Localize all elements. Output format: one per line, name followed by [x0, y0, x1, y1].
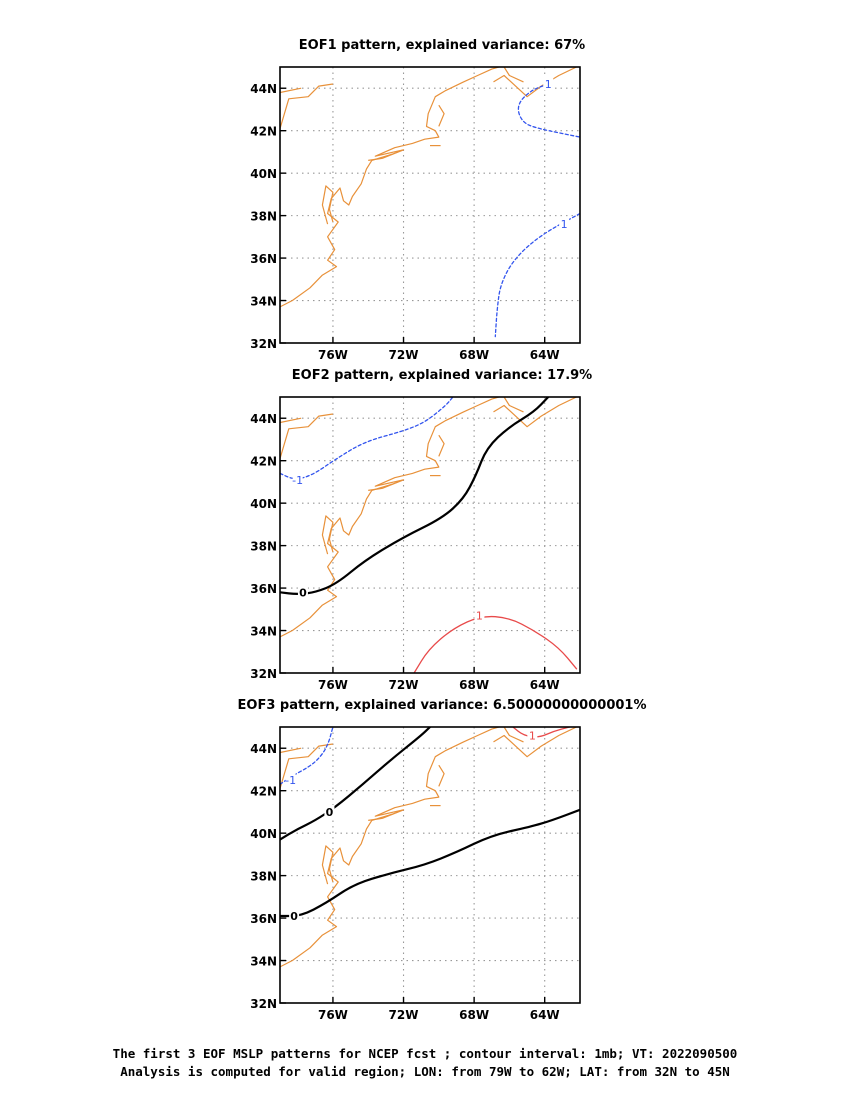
- coastline: [368, 479, 404, 491]
- contour-line: [512, 727, 571, 738]
- panel-frame: [279, 726, 581, 1004]
- contour-label: 1: [561, 218, 568, 231]
- y-tick-label: 42N: [250, 455, 277, 469]
- caption-line-2: Analysis is computed for valid region; L…: [120, 1064, 730, 1079]
- x-tick-label: 64W: [530, 678, 560, 692]
- coastline: [321, 185, 334, 225]
- coastline: [280, 413, 333, 459]
- coastline: [280, 747, 302, 754]
- contour-line: [517, 83, 580, 138]
- x-tick-label: 76W: [318, 678, 348, 692]
- contour-label: 0: [299, 586, 307, 599]
- x-tick-label: 72W: [389, 348, 419, 362]
- coastline: [280, 83, 333, 129]
- contour-line: [494, 212, 580, 338]
- contour-label-bg: [324, 804, 335, 818]
- y-tick-label: 34N: [250, 625, 277, 639]
- y-tick-label: 38N: [250, 210, 277, 224]
- coastline: [321, 515, 334, 555]
- y-tick-label: 32N: [250, 667, 277, 681]
- coastline: [438, 434, 445, 457]
- coastline: [493, 397, 577, 428]
- x-tick-label: 68W: [459, 1008, 489, 1022]
- x-tick-label: 68W: [459, 678, 489, 692]
- y-tick-label: 42N: [250, 785, 277, 799]
- x-tick-label: 72W: [389, 678, 419, 692]
- y-tick-label: 42N: [250, 125, 277, 139]
- panel-plot-area: 11: [280, 67, 580, 343]
- panel-frame: [279, 396, 581, 674]
- contour-label-bg: [559, 217, 570, 231]
- caption-line-1: The first 3 EOF MSLP patterns for NCEP f…: [112, 1046, 738, 1061]
- x-tick-label: 68W: [459, 348, 489, 362]
- panel-title: EOF2 pattern, explained variance: 17.9%: [292, 368, 592, 383]
- contour-label: 1: [529, 729, 536, 742]
- coastline: [493, 727, 577, 758]
- x-tick-label: 76W: [318, 1008, 348, 1022]
- contour-label: -1: [285, 774, 296, 787]
- contour-label: 0: [326, 806, 334, 819]
- y-tick-label: 34N: [250, 955, 277, 969]
- contour-label-bg: [292, 472, 303, 486]
- x-tick-label: 76W: [318, 348, 348, 362]
- coastline: [280, 727, 499, 968]
- eof-panel-3: EOF3 pattern, explained variance: 6.5000…: [238, 698, 647, 1022]
- contour-label: 1: [476, 610, 483, 623]
- contour-line: [413, 615, 578, 673]
- x-tick-label: 72W: [389, 1008, 419, 1022]
- contour-line: [280, 727, 432, 841]
- contour-line: [280, 808, 580, 918]
- panel-frame: [279, 66, 581, 344]
- coastline: [503, 397, 524, 413]
- y-tick-label: 40N: [250, 827, 277, 841]
- x-tick-label: 64W: [530, 1008, 560, 1022]
- contour-label-bg: [527, 728, 538, 742]
- y-tick-label: 40N: [250, 497, 277, 511]
- coastline: [280, 417, 302, 424]
- contour-label-bg: [285, 773, 296, 787]
- contour-label: -1: [292, 474, 303, 487]
- panel-plot-area: -1 0 1: [280, 397, 580, 673]
- coastline: [368, 809, 404, 821]
- eof-panel-1: EOF1 pattern, explained variance: 67%117…: [250, 38, 585, 362]
- y-tick-label: 36N: [250, 252, 277, 266]
- contour-label: 1: [545, 78, 552, 91]
- coastline: [438, 104, 445, 127]
- y-tick-label: 36N: [250, 582, 277, 596]
- contour-label-bg: [543, 76, 554, 90]
- panel-title: EOF3 pattern, explained variance: 6.5000…: [238, 698, 647, 713]
- contour-label-bg: [289, 908, 300, 922]
- contour-line: [280, 397, 550, 595]
- y-tick-label: 32N: [250, 997, 277, 1011]
- y-tick-label: 44N: [250, 742, 277, 756]
- y-tick-label: 44N: [250, 82, 277, 96]
- contour-label-bg: [297, 585, 308, 599]
- coastline: [321, 845, 334, 885]
- contour-label-bg: [474, 608, 485, 622]
- coastline: [280, 397, 499, 638]
- y-tick-label: 44N: [250, 412, 277, 426]
- y-tick-label: 34N: [250, 295, 277, 309]
- y-tick-label: 40N: [250, 167, 277, 181]
- contour-label: 0: [290, 910, 298, 923]
- coastline: [438, 764, 445, 787]
- coastline: [280, 67, 499, 308]
- panel-plot-area: -1 0 0 1: [280, 727, 580, 1003]
- contour-line: [280, 397, 454, 480]
- coastline: [280, 743, 333, 789]
- y-tick-label: 38N: [250, 870, 277, 884]
- y-tick-label: 36N: [250, 912, 277, 926]
- coastline: [280, 87, 302, 94]
- x-tick-label: 64W: [530, 348, 560, 362]
- eof-panel-2: EOF2 pattern, explained variance: 17.9% -…: [250, 368, 592, 692]
- coastline: [503, 67, 524, 83]
- coastline: [368, 149, 404, 161]
- y-tick-label: 32N: [250, 337, 277, 351]
- panel-title: EOF1 pattern, explained variance: 67%: [299, 38, 585, 53]
- y-tick-label: 38N: [250, 540, 277, 554]
- coastline: [503, 727, 524, 743]
- coastline: [493, 67, 577, 98]
